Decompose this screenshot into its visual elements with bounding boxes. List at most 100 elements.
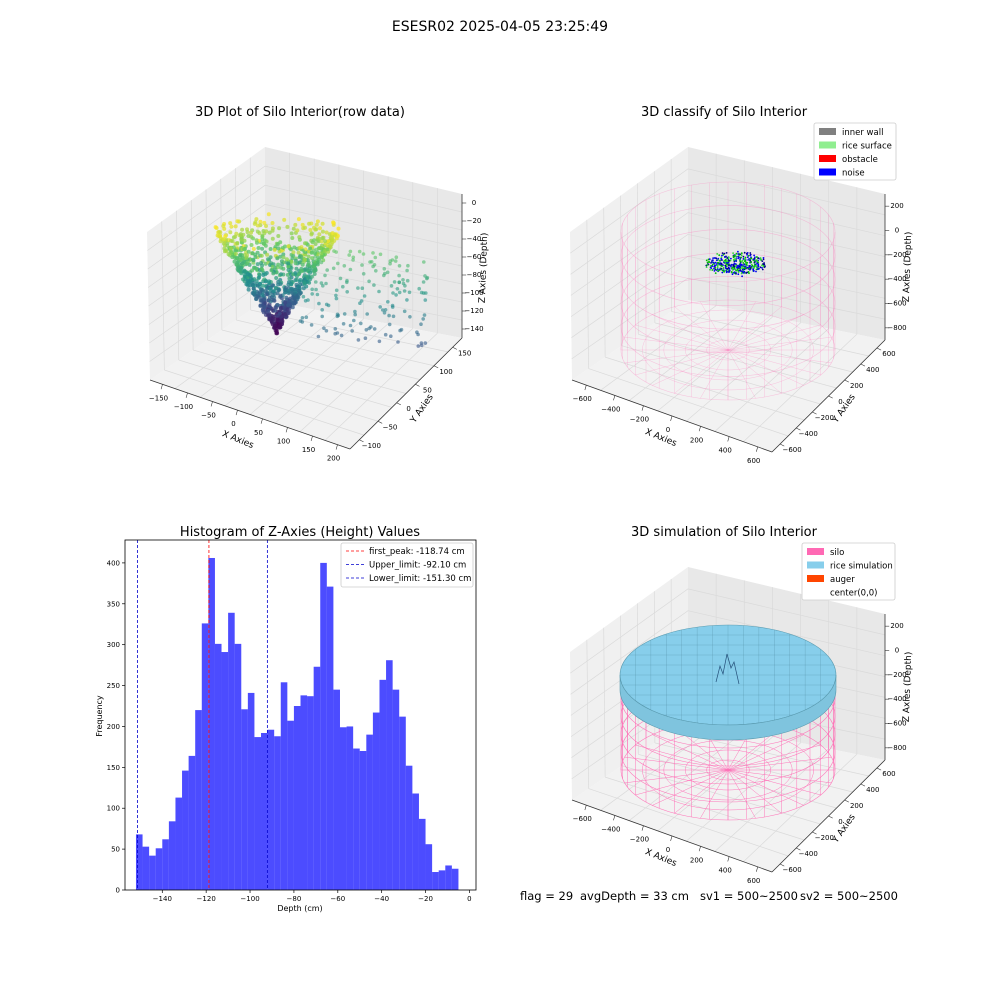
data-point <box>302 280 307 285</box>
histogram-bar <box>201 623 209 890</box>
data-point <box>333 331 338 336</box>
tick-mark <box>613 395 616 401</box>
silo-floor-spoke <box>674 306 729 351</box>
data-point <box>319 251 324 256</box>
x-ticks: −150 −100 −50 0 50 100 150 200 <box>149 384 340 463</box>
panel-3d-classify: 3D classify of Silo Interior −600 −400 −20… <box>570 105 914 465</box>
classified-point <box>723 260 725 263</box>
data-point <box>287 276 292 281</box>
data-point <box>261 273 266 277</box>
data-point <box>402 309 407 314</box>
x-axis-label: X Axies <box>643 427 678 449</box>
data-point <box>397 273 401 278</box>
x-tick-label: −100 <box>240 895 259 903</box>
data-point <box>278 240 283 245</box>
legend-swatch <box>819 155 836 162</box>
histogram-bar <box>392 689 400 890</box>
legend: silo rice simulation auger center(0,0) <box>801 542 896 601</box>
data-point <box>313 242 318 246</box>
data-point <box>317 232 322 237</box>
classified-point <box>714 268 717 271</box>
silo-ring <box>620 181 836 283</box>
data-point <box>315 292 320 297</box>
x-tick-label: 400 <box>718 447 731 455</box>
data-point <box>286 261 291 266</box>
grid-line <box>743 754 858 862</box>
x-ticks: −600 −400 −200 0 200 400 600 <box>573 385 760 465</box>
data-point <box>334 296 339 301</box>
data-point <box>342 264 347 268</box>
status-footer: flag = 29 avgDepth = 33 cm sv1 = 500~250… <box>520 889 898 903</box>
data-point <box>228 221 233 226</box>
silo-floor-spoke <box>727 336 832 351</box>
data-point <box>395 287 400 291</box>
data-point <box>335 233 340 238</box>
data-point <box>383 332 388 337</box>
z-tick-label: −60 <box>467 253 482 261</box>
classified-point <box>717 261 719 264</box>
data-point <box>270 236 275 241</box>
data-point <box>260 246 265 251</box>
histogram-bar <box>287 720 294 890</box>
data-point <box>314 287 318 292</box>
histogram-bar <box>135 834 143 890</box>
data-point <box>293 222 298 227</box>
classified-point <box>747 270 750 273</box>
x-tick-label: 50 <box>254 429 263 437</box>
legend-swatch <box>807 561 824 569</box>
classified-point <box>719 259 721 262</box>
classified-point <box>726 263 728 266</box>
silo-ring <box>620 252 836 354</box>
legend-swatch <box>819 128 836 135</box>
tick-mark <box>779 443 785 447</box>
data-point <box>361 252 366 256</box>
y-tick-label: −600 <box>782 446 801 454</box>
data-point <box>273 308 278 313</box>
data-point <box>386 300 390 304</box>
tick-mark <box>828 815 833 819</box>
classified-point <box>718 263 721 265</box>
data-point <box>222 246 227 251</box>
grid-line <box>147 184 463 270</box>
histogram-bar <box>274 736 281 890</box>
grid-line <box>193 349 393 408</box>
classified-point <box>713 267 715 270</box>
data-point <box>275 256 280 261</box>
data-point <box>244 255 249 260</box>
data-point <box>345 290 350 294</box>
x-ticks: −600 −400 −200 0 200 400 600 <box>573 805 760 885</box>
data-point <box>408 315 412 319</box>
grid-line <box>586 219 589 369</box>
data-point <box>347 253 352 257</box>
floor-pane <box>150 300 462 449</box>
data-point <box>240 227 245 232</box>
data-point <box>283 312 288 317</box>
data-point <box>372 283 376 287</box>
data-point <box>405 298 409 302</box>
data-point <box>369 325 373 329</box>
data-point <box>280 262 285 267</box>
data-point <box>310 256 315 261</box>
data-point <box>245 230 250 235</box>
silo-floor-spoke <box>700 301 729 351</box>
histogram-bar <box>182 770 189 890</box>
data-point <box>266 212 271 217</box>
silo-floor-ring <box>706 339 750 361</box>
scatter-points <box>213 212 430 348</box>
classified-point <box>737 253 740 256</box>
classified-point <box>714 264 716 267</box>
data-point <box>249 243 254 247</box>
data-point <box>222 226 227 231</box>
data-point <box>351 255 356 260</box>
data-point <box>425 276 429 281</box>
histogram-bar <box>247 692 255 890</box>
data-point <box>341 322 346 326</box>
data-point <box>260 237 265 242</box>
classified-point <box>740 254 743 257</box>
data-point <box>297 237 302 242</box>
silo-floor-spoke <box>727 769 782 814</box>
tick-mark <box>396 402 402 406</box>
data-point <box>264 229 269 234</box>
histogram-bar <box>214 643 222 890</box>
classified-point <box>735 252 738 255</box>
